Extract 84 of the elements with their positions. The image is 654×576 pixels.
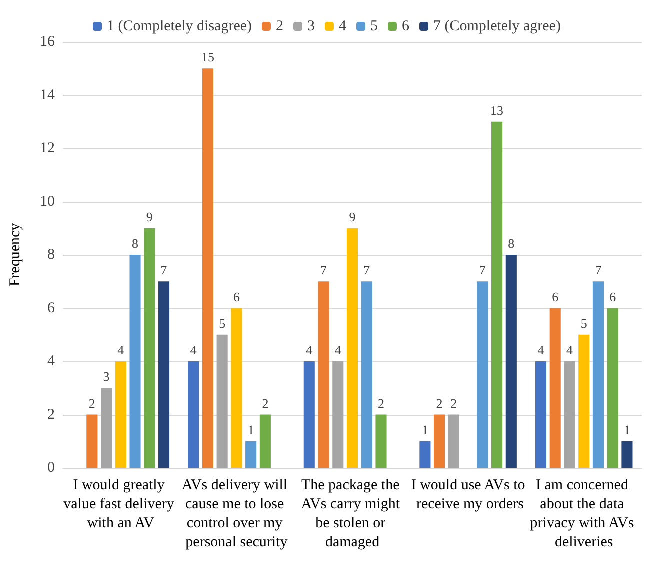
bar — [592, 282, 604, 468]
bar — [477, 282, 488, 468]
bar — [448, 414, 460, 468]
bar — [130, 255, 141, 468]
bar — [144, 228, 156, 468]
data-label: 3 — [103, 369, 110, 384]
bar — [318, 282, 330, 468]
bar — [158, 282, 170, 468]
bar — [376, 414, 387, 468]
data-label: 6 — [233, 289, 240, 304]
bar — [607, 308, 618, 468]
data-label: 1 — [248, 422, 254, 438]
bar — [260, 414, 271, 468]
data-label: 4 — [566, 342, 574, 358]
data-label: 9 — [349, 209, 356, 224]
data-label: 15 — [201, 50, 214, 65]
y-tick-label: 12 — [40, 140, 55, 156]
y-tick-label: 0 — [48, 460, 55, 476]
data-label: 4 — [334, 342, 342, 358]
data-label: 6 — [610, 289, 617, 304]
legend-label: 4 — [339, 18, 347, 34]
data-label: 7 — [320, 262, 328, 278]
data-label: 7 — [479, 262, 486, 278]
x-tick-label: I am concerned about the data privacy with AVs deliveries — [530, 478, 638, 550]
bar — [216, 334, 228, 468]
bar — [332, 362, 344, 468]
y-tick-label: 8 — [48, 247, 55, 263]
bar — [622, 441, 633, 468]
data-label: 1 — [624, 422, 630, 438]
data-label: 8 — [132, 236, 139, 251]
data-label: 8 — [508, 236, 515, 251]
y-tick-label: 6 — [48, 300, 56, 316]
data-label: 2 — [436, 396, 443, 411]
y-tick-label: 16 — [40, 34, 56, 50]
data-label: 4 — [118, 342, 125, 358]
legend-label: 7 (Completely agree) — [434, 18, 561, 34]
bar — [231, 308, 242, 468]
legend-label: 2 — [276, 18, 284, 34]
data-label: 5 — [219, 316, 226, 331]
legend-label: 1 (Completely disagree) — [107, 18, 252, 34]
bar — [86, 414, 98, 468]
legend-label: 3 — [308, 18, 315, 34]
x-tick-label: The package the AVs carry might be stolen or damaged — [301, 478, 404, 550]
bar — [101, 388, 112, 468]
legend-label: 6 — [402, 18, 410, 34]
data-label: 4 — [538, 342, 545, 358]
x-tick-label: I would use AVs to receive my orders — [411, 478, 526, 512]
bar — [188, 362, 200, 468]
y-tick-label: 2 — [48, 406, 55, 423]
bar — [564, 362, 576, 468]
data-label: 7 — [364, 262, 371, 278]
bar — [492, 122, 503, 468]
data-label: 9 — [146, 209, 153, 224]
data-label: 7 — [160, 262, 168, 278]
bar — [578, 334, 590, 468]
data-label: 4 — [190, 342, 198, 358]
x-tick-label: AVs delivery will cause me to lose control over my personal security — [182, 478, 292, 550]
legend-label: 5 — [370, 18, 378, 34]
data-label: 4 — [306, 342, 314, 358]
data-label: 2 — [450, 396, 458, 411]
bar — [361, 282, 372, 468]
data-label: 6 — [552, 289, 560, 304]
y-tick-label: 4 — [48, 354, 56, 370]
data-label: 2 — [88, 396, 96, 411]
x-tick-label: I would greatly value fast delivery with an AV — [64, 478, 178, 532]
y-axis-title: Frequency — [8, 222, 24, 287]
bar — [420, 441, 431, 468]
bar — [506, 255, 517, 468]
data-label: 5 — [580, 316, 588, 331]
data-label: 7 — [595, 262, 602, 278]
bar — [202, 68, 214, 468]
y-tick-label: 14 — [40, 87, 56, 104]
bar — [115, 362, 126, 468]
bar — [550, 308, 561, 468]
bar — [346, 228, 358, 468]
data-label: 2 — [378, 396, 384, 411]
bar — [246, 441, 257, 468]
data-label: 1 — [422, 422, 428, 438]
bar — [535, 362, 547, 468]
data-label: 2 — [262, 396, 269, 411]
bar — [434, 414, 446, 468]
bar — [304, 362, 315, 468]
y-tick-label: 10 — [40, 194, 55, 210]
data-label: 13 — [490, 102, 504, 118]
